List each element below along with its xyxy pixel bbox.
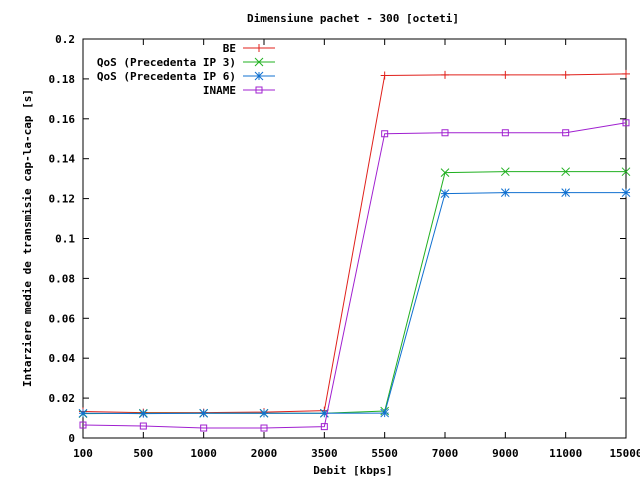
legend-label: BE [223,42,236,55]
x-axis-label: Debit [kbps] [313,464,392,477]
data-point [621,167,631,177]
legend-marker [254,57,264,67]
legend-label: INAME [203,84,236,97]
y-axis-label: Intarziere medie de transmisie cap-la-ca… [21,89,34,387]
x-tick-label: 1000 [190,447,217,460]
y-tick-label: 0.2 [55,33,75,46]
y-tick-label: 0.06 [49,312,76,325]
plot-frame [82,38,627,439]
data-point [500,167,510,177]
y-tick-label: 0 [68,432,75,445]
data-point [381,130,389,138]
y-tick-label: 0.02 [49,392,76,405]
axis-ticks: 0 0.02 0.04 0.06 0.08 0.1 0.12 0.14 0.16 0.18 0.2 1… [49,33,640,460]
x-tick-label: 11000 [549,447,582,460]
data-point [622,69,630,78]
x-tick-label: 15000 [609,447,640,460]
x-tick-label: 7000 [432,447,459,460]
y-tick-label: 0.14 [49,153,76,166]
series-line [82,73,627,414]
data-point [139,422,147,430]
data-point [501,70,510,79]
series-line [82,192,626,415]
y-tick-label: 0.1 [55,233,75,246]
data-point [199,408,209,418]
data-point [440,189,450,198]
data-point [259,408,269,418]
y-tick-label: 0.18 [49,73,76,86]
legend-label: QoS (Precedenta IP 6) [97,70,236,83]
data-point [380,408,390,418]
data-point [380,71,389,80]
legend-label: QoS (Precedenta IP 3) [97,56,236,69]
x-tick-label: 100 [73,447,93,460]
data-point [561,70,570,79]
y-tick-label: 0.04 [49,352,76,365]
x-tick-label: 2000 [251,447,278,460]
data-point [320,423,328,431]
data-point [501,129,509,137]
y-tick-label: 0.08 [49,272,76,285]
series-lines [78,69,631,432]
data-point [500,188,510,197]
x-tick-label: 500 [133,447,153,460]
data-point [441,129,449,137]
data-point [561,188,571,197]
x-tick-label: 3500 [311,447,338,460]
y-tick-label: 0.12 [49,193,76,206]
data-point [79,421,87,429]
data-point [260,424,268,432]
legend-marker [255,86,263,94]
data-point [200,424,208,432]
chart-title: Dimensiune pachet - 300 [octeti] [247,12,459,25]
series-line [82,122,627,429]
data-point [561,167,571,177]
data-point [441,70,449,79]
data-point [440,168,450,178]
x-tick-label: 5500 [371,447,398,460]
legend-marker [254,71,264,81]
data-point [622,119,630,127]
y-tick-label: 0.16 [49,113,76,126]
series-line [82,171,626,415]
legend-marker [255,44,263,52]
data-point [562,129,570,137]
data-point [138,409,148,419]
x-tick-label: 9000 [492,447,519,460]
data-point [78,408,88,418]
data-point [621,188,631,197]
